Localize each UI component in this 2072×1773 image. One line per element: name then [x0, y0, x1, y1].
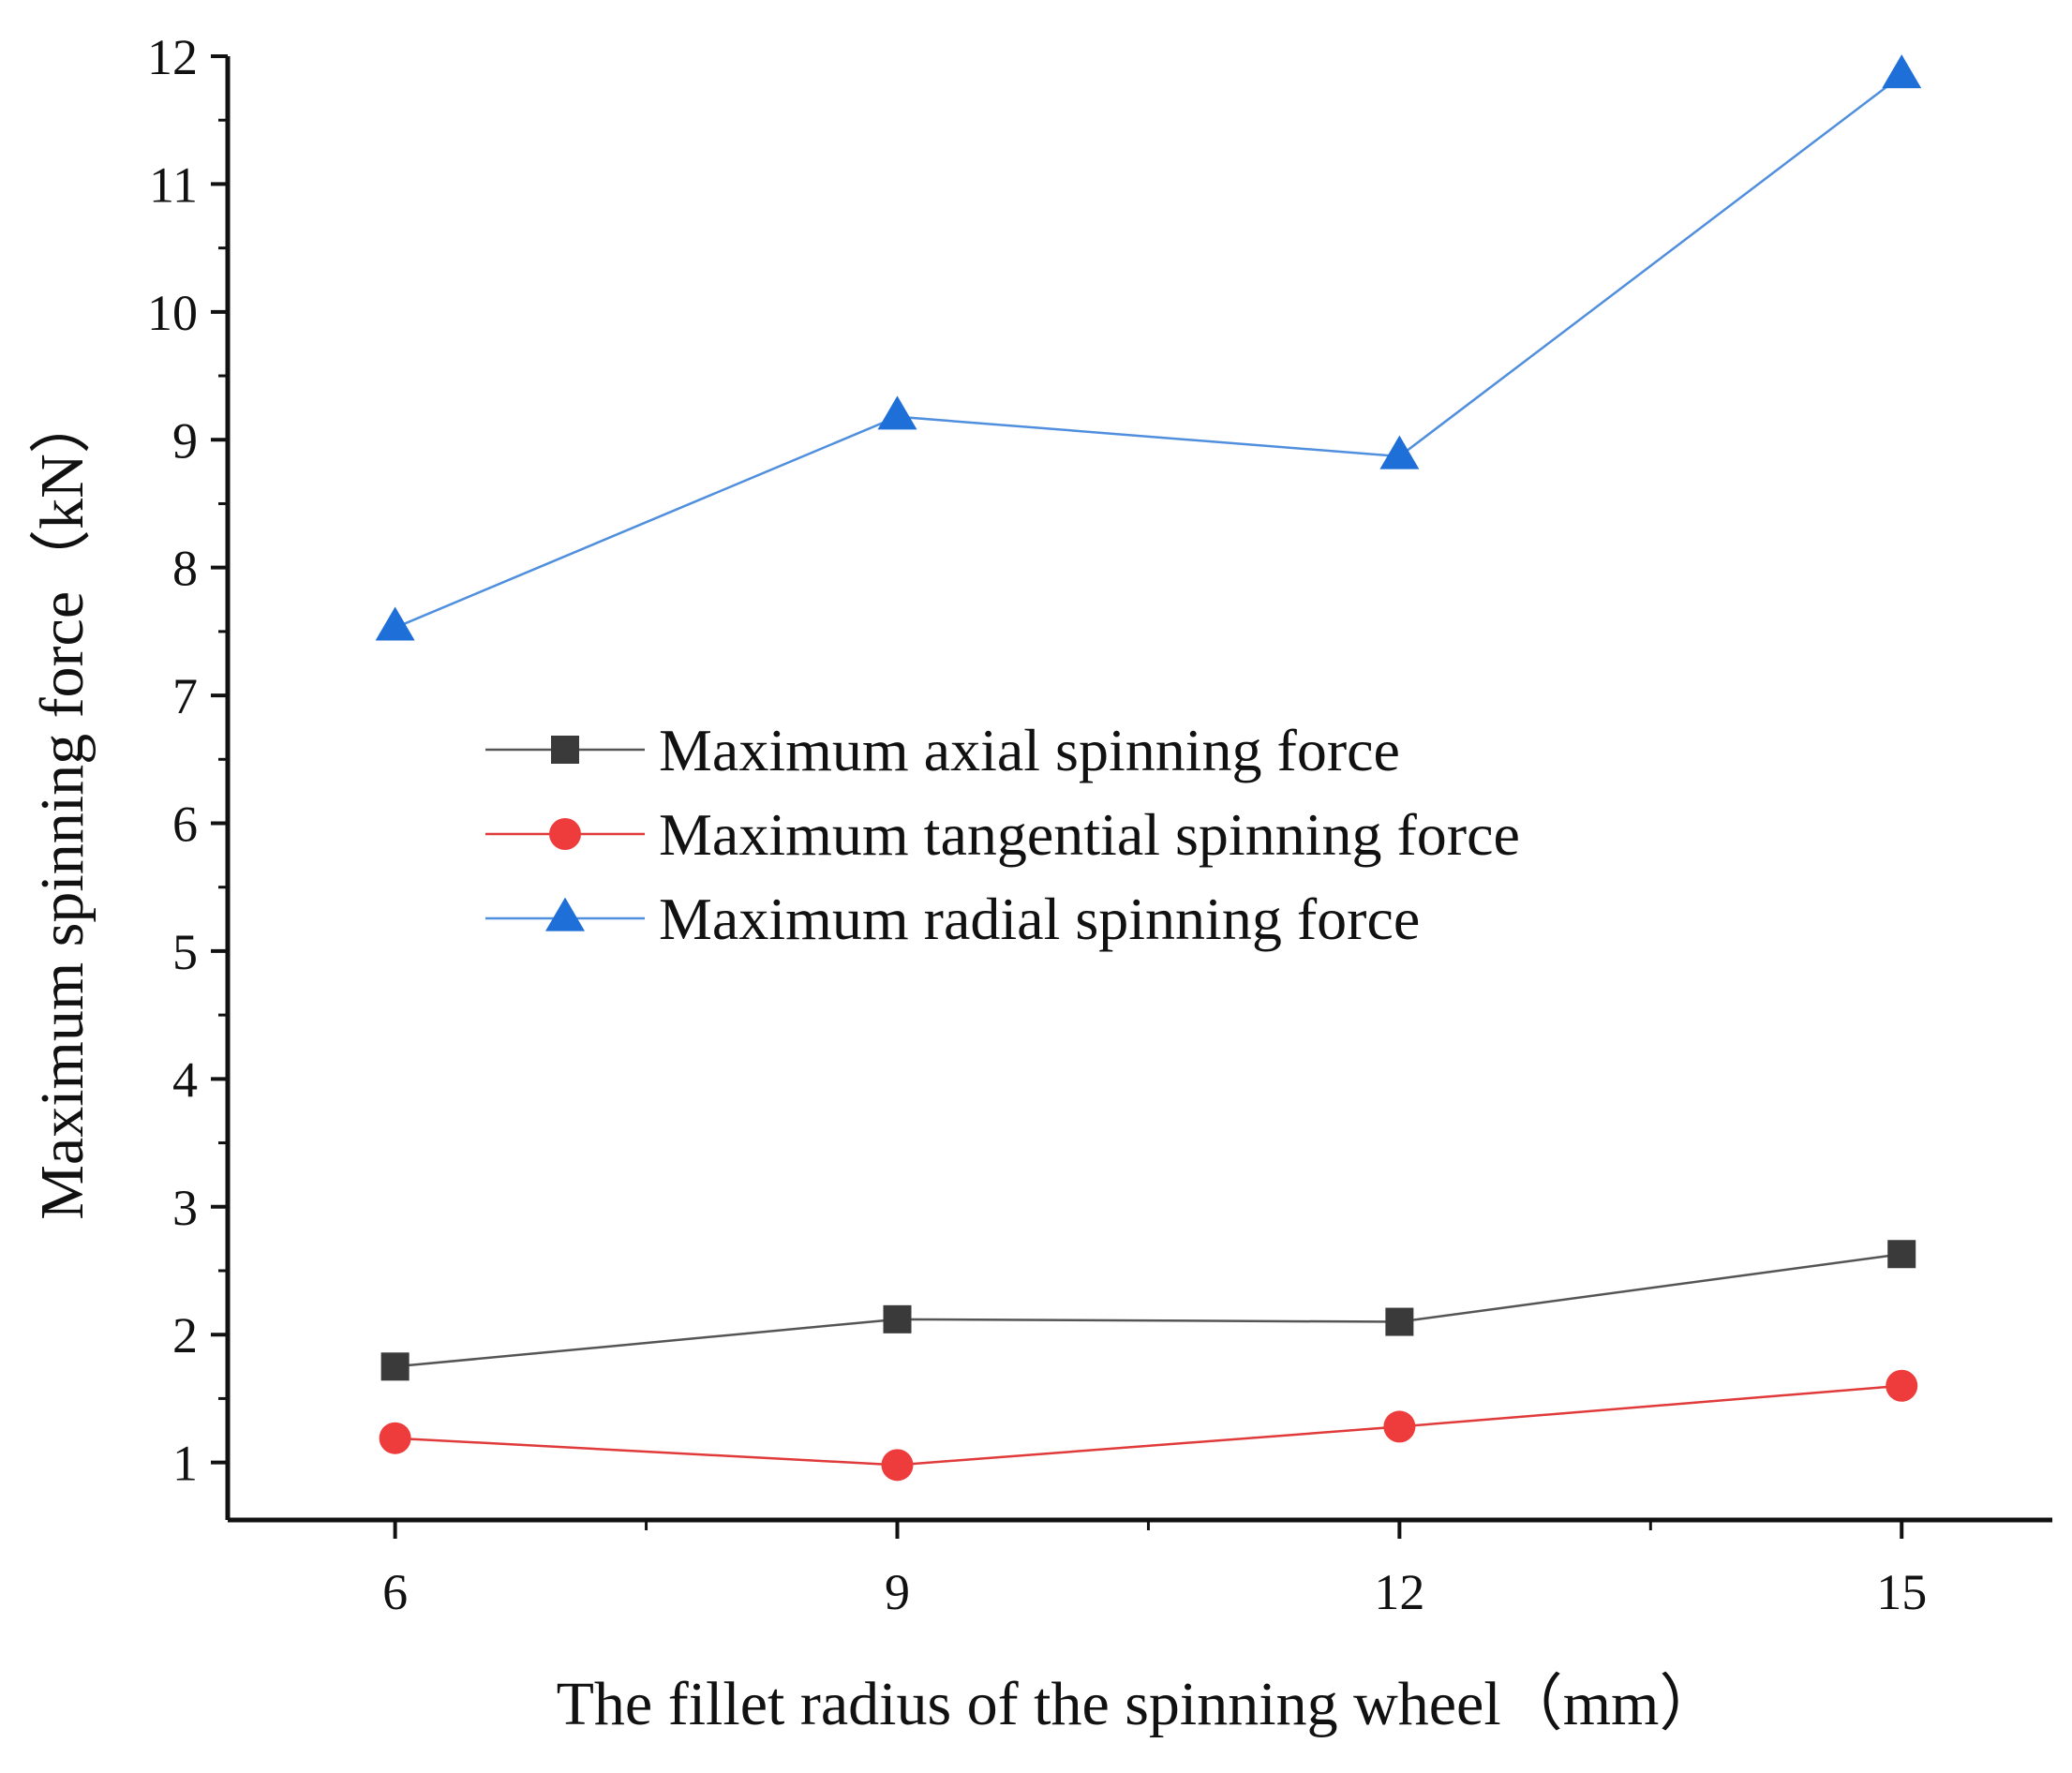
x-ticks: 6 9 12 15 — [382, 1520, 1927, 1620]
data-point-square — [1385, 1307, 1414, 1336]
data-point-square — [380, 1352, 410, 1381]
legend-marker-triangle — [545, 897, 585, 931]
x-tick-label: 15 — [1876, 1564, 1927, 1620]
y-axis-title: Maximum spinning force（kN） — [28, 392, 97, 1220]
y-tick-label: 2 — [172, 1307, 198, 1363]
data-point-square — [883, 1304, 912, 1333]
legend: Maximum axial spinning force Maximum tang… — [485, 717, 1520, 952]
y-tick-label: 3 — [172, 1180, 198, 1236]
data-point-square — [1887, 1240, 1916, 1269]
legend-label: Maximum radial spinning force — [659, 886, 1420, 952]
series-line-square — [395, 1253, 1902, 1368]
y-tick-label: 7 — [172, 668, 198, 724]
axes — [225, 56, 2052, 1523]
y-tick-label: 4 — [172, 1051, 198, 1108]
data-point-circle — [379, 1422, 411, 1454]
data-point-circle — [1383, 1410, 1416, 1443]
x-tick-label: 12 — [1374, 1564, 1424, 1620]
x-tick-label: 6 — [382, 1564, 408, 1620]
series-line-circle — [395, 1384, 1902, 1467]
x-tick-label: 9 — [885, 1564, 910, 1620]
legend-marker-square — [551, 736, 579, 764]
y-tick-label: 1 — [172, 1436, 198, 1492]
y-tick-label: 10 — [147, 285, 198, 341]
data-point-triangle — [1882, 54, 1922, 89]
x-axis-title: The fillet radius of the spinning wheel（… — [557, 1670, 1722, 1738]
legend-label: Maximum axial spinning force — [659, 717, 1400, 783]
data-point-triangle — [877, 395, 917, 430]
y-tick-label: 12 — [147, 29, 198, 85]
series-line-triangle — [395, 74, 1902, 629]
data-point-circle — [1886, 1369, 1918, 1402]
y-tick-label: 11 — [149, 156, 198, 213]
legend-marker-circle — [549, 818, 581, 850]
data-point-circle — [881, 1449, 914, 1482]
y-tick-label: 8 — [172, 541, 198, 597]
y-tick-label: 9 — [172, 412, 198, 469]
data-point-triangle — [375, 606, 415, 641]
series-lines — [395, 74, 1902, 1467]
data-point-triangle — [1379, 435, 1420, 469]
y-tick-label: 5 — [172, 924, 198, 980]
series-markers — [375, 54, 1922, 1482]
legend-label: Maximum tangential spinning force — [659, 801, 1520, 868]
y-tick-label: 6 — [172, 797, 198, 853]
